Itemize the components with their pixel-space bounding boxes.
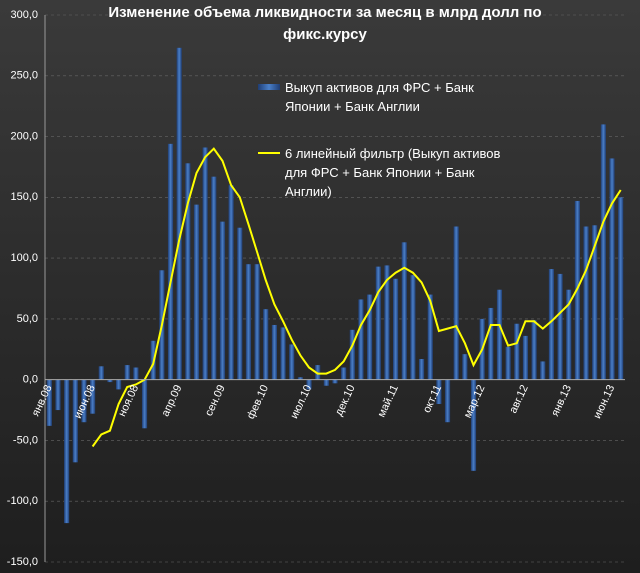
y-tick-label: 200,0 [10, 130, 38, 142]
bar [237, 227, 243, 380]
x-tick-label: авг.12 [507, 383, 531, 415]
bar [349, 329, 355, 380]
bar [124, 365, 130, 380]
bar [211, 176, 217, 380]
bar [133, 367, 139, 380]
legend-swatch [258, 84, 280, 90]
y-tick-label: -150,0 [7, 556, 38, 568]
bar [531, 320, 537, 380]
bar [72, 379, 78, 463]
bar [358, 299, 364, 380]
bar [470, 379, 477, 471]
bar [64, 379, 70, 524]
line [91, 147, 622, 448]
y-tick-label: 50,0 [17, 313, 38, 325]
bar [436, 379, 442, 404]
bar [418, 359, 425, 380]
bar [583, 226, 589, 380]
bar [384, 265, 390, 380]
bar [228, 185, 234, 380]
bar [185, 163, 191, 380]
bar [193, 204, 200, 380]
bar [522, 335, 529, 380]
bar [332, 379, 338, 384]
bar [297, 377, 303, 380]
x-tick-label: дек.10 [333, 383, 358, 418]
bar [263, 309, 269, 380]
legend-label: Выкуп активов для ФРС + Банк Японии + Ба… [285, 80, 474, 114]
bar [90, 379, 96, 414]
bar [427, 294, 433, 380]
bar [548, 269, 555, 380]
bar [141, 379, 148, 429]
y-tick-label: -50,0 [13, 434, 38, 446]
bar [609, 158, 615, 380]
bar [566, 289, 572, 380]
chart-title: Изменение объема ликвидности за месяц в … [108, 4, 542, 43]
y-tick-label: 150,0 [10, 191, 38, 203]
y-tick-label: -100,0 [7, 495, 38, 507]
y-tick-label: 0,0 [23, 374, 38, 386]
bar [245, 264, 252, 380]
bar [280, 327, 286, 380]
bar [306, 379, 312, 390]
x-tick-label: май.11 [376, 383, 401, 419]
bar [219, 221, 226, 380]
bar [176, 47, 182, 380]
x-tick-label: мар.12 [462, 383, 488, 420]
bar [401, 242, 407, 380]
x-tick-label: сен.09 [203, 383, 228, 418]
bar [557, 273, 563, 380]
bar [444, 379, 451, 423]
bar [496, 289, 503, 380]
bar [514, 323, 520, 380]
x-tick-label: июн.13 [591, 383, 617, 420]
bar [375, 266, 381, 380]
bar [323, 379, 329, 386]
bar [98, 366, 104, 380]
bar [167, 143, 174, 380]
bar [600, 124, 606, 380]
bar [393, 278, 399, 380]
bar [81, 379, 87, 423]
bar [505, 346, 511, 380]
y-tick-label: 250,0 [10, 70, 38, 82]
bar [592, 225, 598, 380]
legend-label: 6 линейный фильтр (Выкуп активов для ФРС… [285, 146, 501, 199]
bar [55, 379, 61, 411]
bar [46, 379, 52, 426]
x-tick-label: янв.13 [549, 383, 574, 418]
bar [462, 354, 468, 380]
bar [202, 147, 208, 380]
bar [540, 361, 546, 380]
y-tick-label: 100,0 [10, 252, 38, 264]
x-tick-label: фев.10 [245, 383, 271, 421]
bar [618, 197, 624, 380]
bar [453, 226, 459, 380]
y-tick-label: 300,0 [10, 9, 38, 21]
bar [367, 294, 373, 380]
bar [254, 264, 260, 380]
x-tick-label: апр.09 [160, 383, 185, 418]
x-tick-label: июл.10 [288, 383, 314, 421]
bar [341, 367, 347, 380]
bar [107, 379, 113, 383]
bar [289, 344, 295, 380]
bar [115, 379, 122, 390]
bar [410, 275, 416, 380]
bar [488, 307, 494, 380]
bar [271, 324, 277, 380]
